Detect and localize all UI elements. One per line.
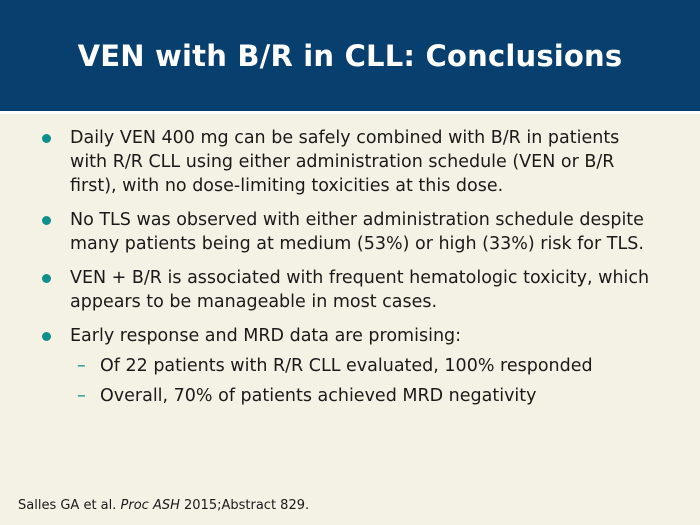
bullet-text: No TLS was observed with either administ… bbox=[70, 210, 644, 254]
citation: Salles GA et al. Proc ASH 2015;Abstract … bbox=[18, 498, 309, 514]
sub-bullet-text: Overall, 70% of patients achieved MRD ne… bbox=[100, 386, 537, 406]
bullet-dot-icon bbox=[42, 216, 51, 225]
bullet-item: Early response and MRD data are promisin… bbox=[0, 324, 700, 348]
bullet-text: VEN + B/R is associated with frequent he… bbox=[70, 268, 650, 312]
slide-body: Daily VEN 400 mg can be safely combined … bbox=[0, 126, 700, 414]
sub-bullet-text: Of 22 patients with R/R CLL evaluated, 1… bbox=[100, 356, 593, 376]
citation-authors: Salles GA et al. bbox=[18, 498, 117, 513]
bullet-dot-icon bbox=[42, 332, 51, 341]
dash-icon: – bbox=[77, 356, 86, 376]
bullet-dot-icon bbox=[42, 134, 51, 143]
bullet-text: Daily VEN 400 mg can be safely combined … bbox=[70, 128, 620, 196]
title-bar: VEN with B/R in CLL: Conclusions bbox=[0, 0, 700, 111]
bullet-dot-icon bbox=[42, 274, 51, 283]
bullet-text: Early response and MRD data are promisin… bbox=[70, 326, 462, 346]
citation-journal: Proc ASH bbox=[120, 498, 180, 513]
bullet-item: No TLS was observed with either administ… bbox=[0, 208, 700, 256]
bullet-item: Daily VEN 400 mg can be safely combined … bbox=[0, 126, 700, 198]
sub-bullet-item: – Overall, 70% of patients achieved MRD … bbox=[0, 384, 700, 408]
sub-bullet-item: – Of 22 patients with R/R CLL evaluated,… bbox=[0, 354, 700, 378]
dash-icon: – bbox=[77, 386, 86, 406]
bullet-item: VEN + B/R is associated with frequent he… bbox=[0, 266, 700, 314]
sub-bullet-list: – Of 22 patients with R/R CLL evaluated,… bbox=[0, 354, 700, 408]
title-divider bbox=[0, 111, 700, 114]
citation-details: 2015;Abstract 829. bbox=[184, 498, 310, 513]
slide-title: VEN with B/R in CLL: Conclusions bbox=[77, 38, 623, 73]
